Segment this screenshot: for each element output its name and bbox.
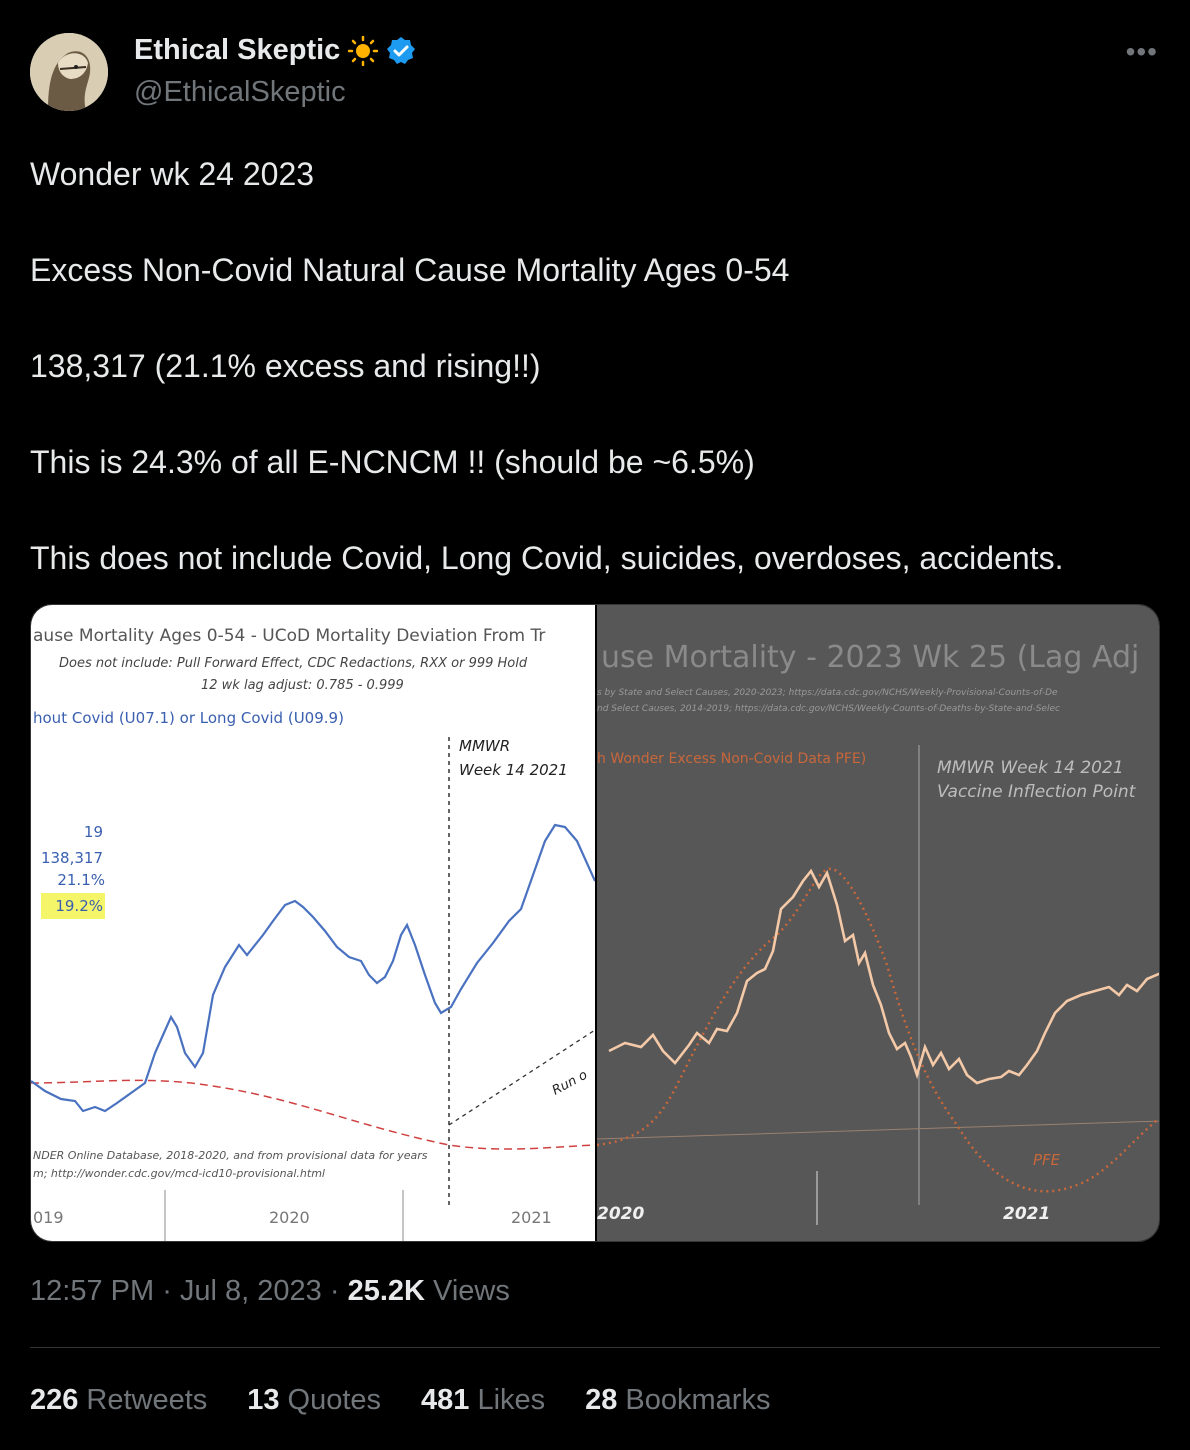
quotes-count: 13 bbox=[247, 1384, 280, 1416]
left-run-label: Run o bbox=[550, 1068, 590, 1099]
avatar[interactable] bbox=[30, 33, 108, 111]
engagement-stats: 226 Retweets 13 Quotes 481 Likes 28 Bookmark… bbox=[30, 1384, 770, 1417]
handle[interactable]: @EthicalSkeptic bbox=[134, 76, 346, 108]
views-count: 25.2K bbox=[347, 1275, 425, 1307]
left-stat-2: 138,317 bbox=[41, 849, 103, 867]
tweet-line bbox=[30, 198, 1170, 246]
left-stat-4: 19.2% bbox=[55, 897, 103, 915]
right-year-1: 2020 bbox=[597, 1204, 644, 1224]
likes-count: 481 bbox=[421, 1384, 470, 1416]
left-source-2: m; http://wonder.cdc.gov/mcd-icd10-provi… bbox=[33, 1167, 325, 1180]
divider bbox=[30, 1347, 1160, 1348]
left-mmwr-1: MMWR bbox=[459, 737, 510, 755]
tweet-line bbox=[30, 294, 1170, 342]
right-mmwr-1: MMWR Week 14 2021 bbox=[937, 758, 1124, 778]
display-name-text: Ethical Skeptic bbox=[134, 34, 341, 66]
views-label: Views bbox=[433, 1275, 510, 1307]
right-series-line bbox=[608, 868, 1159, 1085]
tweet-line: This is 24.3% of all E-NCNCM !! (should … bbox=[30, 444, 755, 480]
chart-right: use Mortality - 2023 Wk 25 (Lag Adj s by… bbox=[596, 640, 1159, 1225]
display-name[interactable]: Ethical Skeptic bbox=[134, 34, 416, 67]
meta-separator: · bbox=[329, 1275, 348, 1307]
left-series-label: hout Covid (U07.1) or Long Covid (U09.9) bbox=[33, 709, 344, 727]
right-pfe-label: PFE bbox=[1033, 1151, 1061, 1169]
tweet-line bbox=[30, 486, 1170, 534]
left-source-1: NDER Online Database, 2018-2020, and fro… bbox=[33, 1149, 428, 1162]
likes-label: Likes bbox=[477, 1384, 546, 1416]
avatar-image bbox=[30, 33, 108, 111]
right-year-2: 2021 bbox=[1003, 1204, 1050, 1224]
left-title: ause Mortality Ages 0-54 - UCoD Mortalit… bbox=[33, 626, 545, 646]
right-baseline bbox=[596, 1120, 1159, 1140]
media-image-left[interactable]: ause Mortality Ages 0-54 - UCoD Mortalit… bbox=[31, 605, 597, 1241]
tweet-line: 138,317 (21.1% excess and rising!!) bbox=[30, 348, 541, 384]
bookmarks-count: 28 bbox=[585, 1384, 618, 1416]
more-options-icon[interactable]: ••• bbox=[1125, 36, 1158, 67]
tweet-line: Wonder wk 24 2023 bbox=[30, 156, 315, 192]
bookmarks-stat[interactable]: 28 Bookmarks bbox=[585, 1384, 770, 1417]
left-mmwr-2: Week 14 2021 bbox=[459, 761, 568, 779]
quotes-stat[interactable]: 13 Quotes bbox=[247, 1384, 381, 1417]
left-stat-3: 21.1% bbox=[57, 871, 105, 889]
tweet-meta: 12:57 PM · Jul 8, 2023 · 25.2K Views bbox=[30, 1275, 510, 1308]
left-subtitle-2: 12 wk lag adjust: 0.785 - 0.999 bbox=[201, 678, 404, 693]
left-highlight bbox=[41, 893, 105, 919]
right-title: use Mortality - 2023 Wk 25 (Lag Adj bbox=[601, 640, 1139, 675]
left-subtitle-1: Does not include: Pull Forward Effect, C… bbox=[59, 656, 528, 671]
left-year-3: 2021 bbox=[511, 1208, 552, 1227]
right-source-2: nd Select Causes, 2014-2019; https://dat… bbox=[597, 704, 1060, 714]
retweets-count: 226 bbox=[30, 1384, 79, 1416]
media-image-right[interactable]: use Mortality - 2023 Wk 25 (Lag Adj s by… bbox=[595, 605, 1159, 1241]
left-run-line bbox=[448, 1029, 596, 1126]
tweet-line: This does not include Covid, Long Covid,… bbox=[30, 540, 1064, 576]
sun-icon bbox=[348, 35, 379, 66]
left-baseline bbox=[31, 1079, 596, 1150]
tweet-line bbox=[30, 390, 1170, 438]
verified-badge-icon[interactable] bbox=[386, 36, 416, 66]
retweets-stat[interactable]: 226 Retweets bbox=[30, 1384, 207, 1417]
right-series-label: h Wonder Excess Non-Covid Data PFE) bbox=[597, 751, 866, 767]
quotes-label: Quotes bbox=[287, 1384, 382, 1416]
left-series-line bbox=[31, 823, 597, 1113]
left-year-2: 2020 bbox=[269, 1208, 310, 1227]
bookmarks-label: Bookmarks bbox=[625, 1384, 771, 1416]
tweet-time[interactable]: 12:57 PM bbox=[30, 1275, 155, 1307]
meta-separator: · bbox=[162, 1275, 180, 1307]
retweets-label: Retweets bbox=[86, 1384, 208, 1416]
right-mmwr-2: Vaccine Inflection Point bbox=[937, 782, 1137, 802]
chart-left: ause Mortality Ages 0-54 - UCoD Mortalit… bbox=[31, 626, 597, 1241]
left-stat-1: 19 bbox=[84, 823, 103, 841]
right-source-1: s by State and Select Causes, 2020-2023;… bbox=[597, 688, 1058, 698]
tweet-date[interactable]: Jul 8, 2023 bbox=[179, 1275, 322, 1307]
tweet-line: Excess Non-Covid Natural Cause Mortality… bbox=[30, 252, 790, 288]
right-pfe-dotted-line bbox=[596, 867, 1159, 1193]
tweet-media[interactable]: ause Mortality Ages 0-54 - UCoD Mortalit… bbox=[30, 604, 1160, 1242]
left-year-1: 019 bbox=[33, 1208, 64, 1227]
likes-stat[interactable]: 481 Likes bbox=[421, 1384, 545, 1417]
tweet-text: Wonder wk 24 2023 Excess Non-Covid Natur… bbox=[30, 150, 1170, 582]
